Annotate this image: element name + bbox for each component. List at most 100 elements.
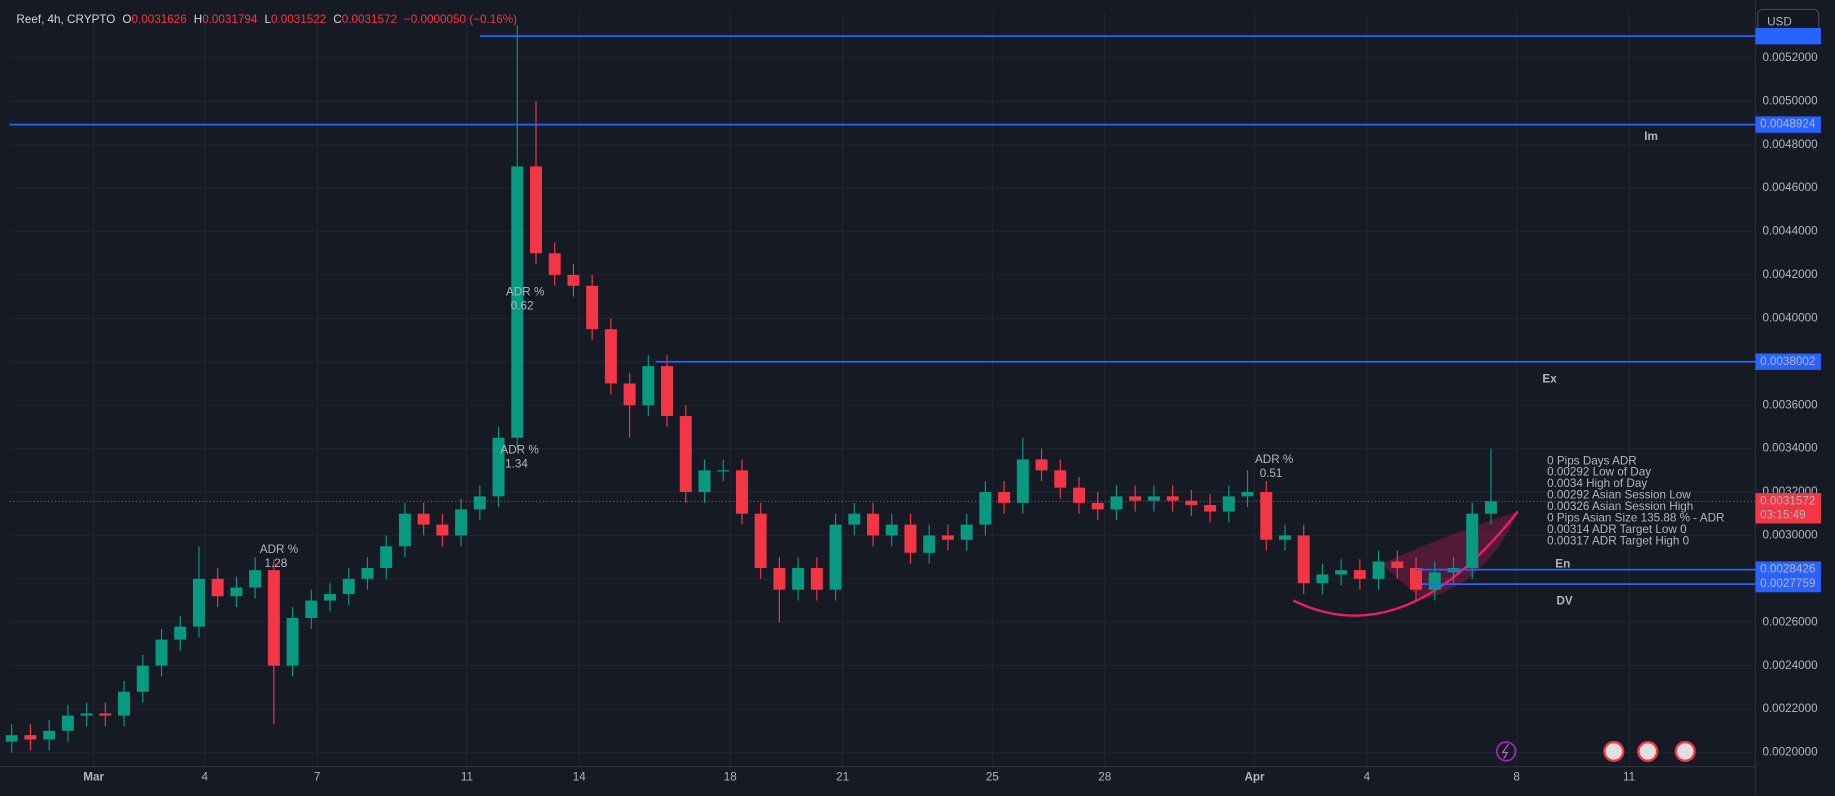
candle-body (1428, 572, 1441, 590)
value: 0.0031626 (131, 13, 186, 26)
candle-body (43, 730, 56, 740)
countdown: 03:15:49 (1760, 508, 1805, 521)
candle-body (1073, 487, 1085, 503)
y-tick-label: 0.0048000 (1762, 138, 1818, 151)
price-box (1755, 493, 1821, 524)
candle-body (1466, 513, 1479, 568)
candle-body (1129, 496, 1142, 501)
currency[interactable]: USD (1767, 15, 1792, 28)
candle-body (792, 567, 805, 590)
candle-body (1260, 492, 1273, 540)
level-tag: DV (1556, 595, 1572, 608)
candle-body (417, 513, 430, 525)
candle-body (174, 626, 187, 640)
annotation-title: ADR % (506, 286, 544, 299)
y-tick-label: 0.0040000 (1762, 311, 1818, 324)
level-label: 0.0027759 (1760, 577, 1815, 590)
candle-body (1222, 496, 1235, 512)
x-tick-label: 14 (573, 770, 587, 783)
candle-body (1353, 570, 1366, 579)
candle-body (998, 492, 1011, 503)
candle-body (492, 437, 505, 497)
candle-body (773, 567, 786, 590)
flag-icon[interactable] (1674, 740, 1696, 762)
candle-body (960, 524, 973, 540)
level-label: 0.0048924 (1760, 118, 1816, 131)
info-line: 0.0034 High of Day (1547, 477, 1647, 490)
info-line: 0 Pips Days ADR (1547, 454, 1637, 467)
candle-body (192, 578, 205, 627)
candle-body (1054, 470, 1067, 488)
candle-body (679, 416, 692, 493)
candle-body (642, 366, 655, 406)
level-box (1755, 575, 1821, 593)
x-tick-label: 21 (836, 770, 849, 783)
lightning-icon[interactable] (1495, 741, 1517, 762)
level-label: 0.0038002 (1760, 355, 1815, 368)
level-tag: Ex (1542, 372, 1557, 385)
candle-body (885, 524, 898, 536)
candle-body (230, 587, 243, 597)
grid (9, 11, 1756, 767)
candle-body (586, 285, 599, 330)
x-tick-label: 4 (202, 770, 209, 783)
price-label: 0.0031572 (1760, 494, 1815, 507)
candle-body (567, 274, 580, 286)
legend-line: Reef, 4h, CRYPTO O0.0031626 H0.0031794 L0.0… (16, 13, 517, 26)
key: L (264, 13, 271, 26)
arc (1292, 510, 1519, 617)
candle-body (810, 567, 823, 590)
x-tick-label: Apr (1244, 770, 1265, 783)
info-line: 0.00314 ADR Target Low 0 (1547, 523, 1687, 536)
candle-body (941, 535, 954, 540)
candle-body (848, 513, 861, 525)
candle-body (1241, 492, 1254, 497)
key: C (333, 13, 341, 26)
candle-body (80, 713, 93, 716)
candle-body (211, 578, 224, 597)
flag-icon[interactable] (1603, 740, 1625, 762)
candle-body (604, 329, 617, 384)
y-tick-label: 0.0044000 (1762, 225, 1818, 238)
candle-body (1335, 570, 1348, 575)
level-tag: En (1555, 557, 1570, 570)
candle-body (380, 546, 393, 568)
candle-body (1035, 459, 1048, 471)
key: O (122, 13, 131, 26)
candle-body (324, 594, 337, 601)
y-tick-label: 0.0024000 (1762, 659, 1818, 672)
flag-icon[interactable] (1637, 740, 1659, 762)
candle-body (1204, 505, 1217, 512)
symbol: Reef, 4h, CRYPTO (16, 13, 115, 26)
candle-body (398, 513, 411, 547)
candle-body (1297, 535, 1310, 584)
candle-body (867, 513, 880, 536)
info-line: 0.00292 Low of Day (1547, 466, 1651, 479)
candle-body (473, 496, 486, 510)
y-tick-label: 0.0042000 (1762, 268, 1818, 281)
info-line: 0 Pips Asian Size 135.88 % - ADR (1547, 512, 1724, 525)
candle-body (1110, 496, 1123, 510)
x-tick-label: 25 (986, 770, 1000, 783)
level-box (1755, 27, 1821, 45)
candle-body (155, 639, 168, 666)
bottom-icons (1495, 740, 1696, 762)
candle-body (1372, 561, 1385, 579)
level-box (1755, 561, 1821, 578)
candle-body (529, 166, 542, 254)
candle-body (305, 600, 318, 618)
x-tick-label: 4 (1364, 770, 1371, 783)
candle-body (249, 570, 262, 588)
candle-body (118, 691, 131, 716)
y-tick-label: 0.0034000 (1762, 442, 1818, 455)
candle-body (1484, 501, 1497, 514)
annotation-title: ADR % (1255, 453, 1293, 466)
candle-body (361, 567, 374, 579)
candle-body (24, 735, 37, 740)
x-tick-label: 7 (314, 770, 321, 783)
candle-body (1016, 459, 1029, 503)
annotation-title: ADR % (260, 543, 298, 556)
value: 0.0031572 (342, 13, 397, 26)
